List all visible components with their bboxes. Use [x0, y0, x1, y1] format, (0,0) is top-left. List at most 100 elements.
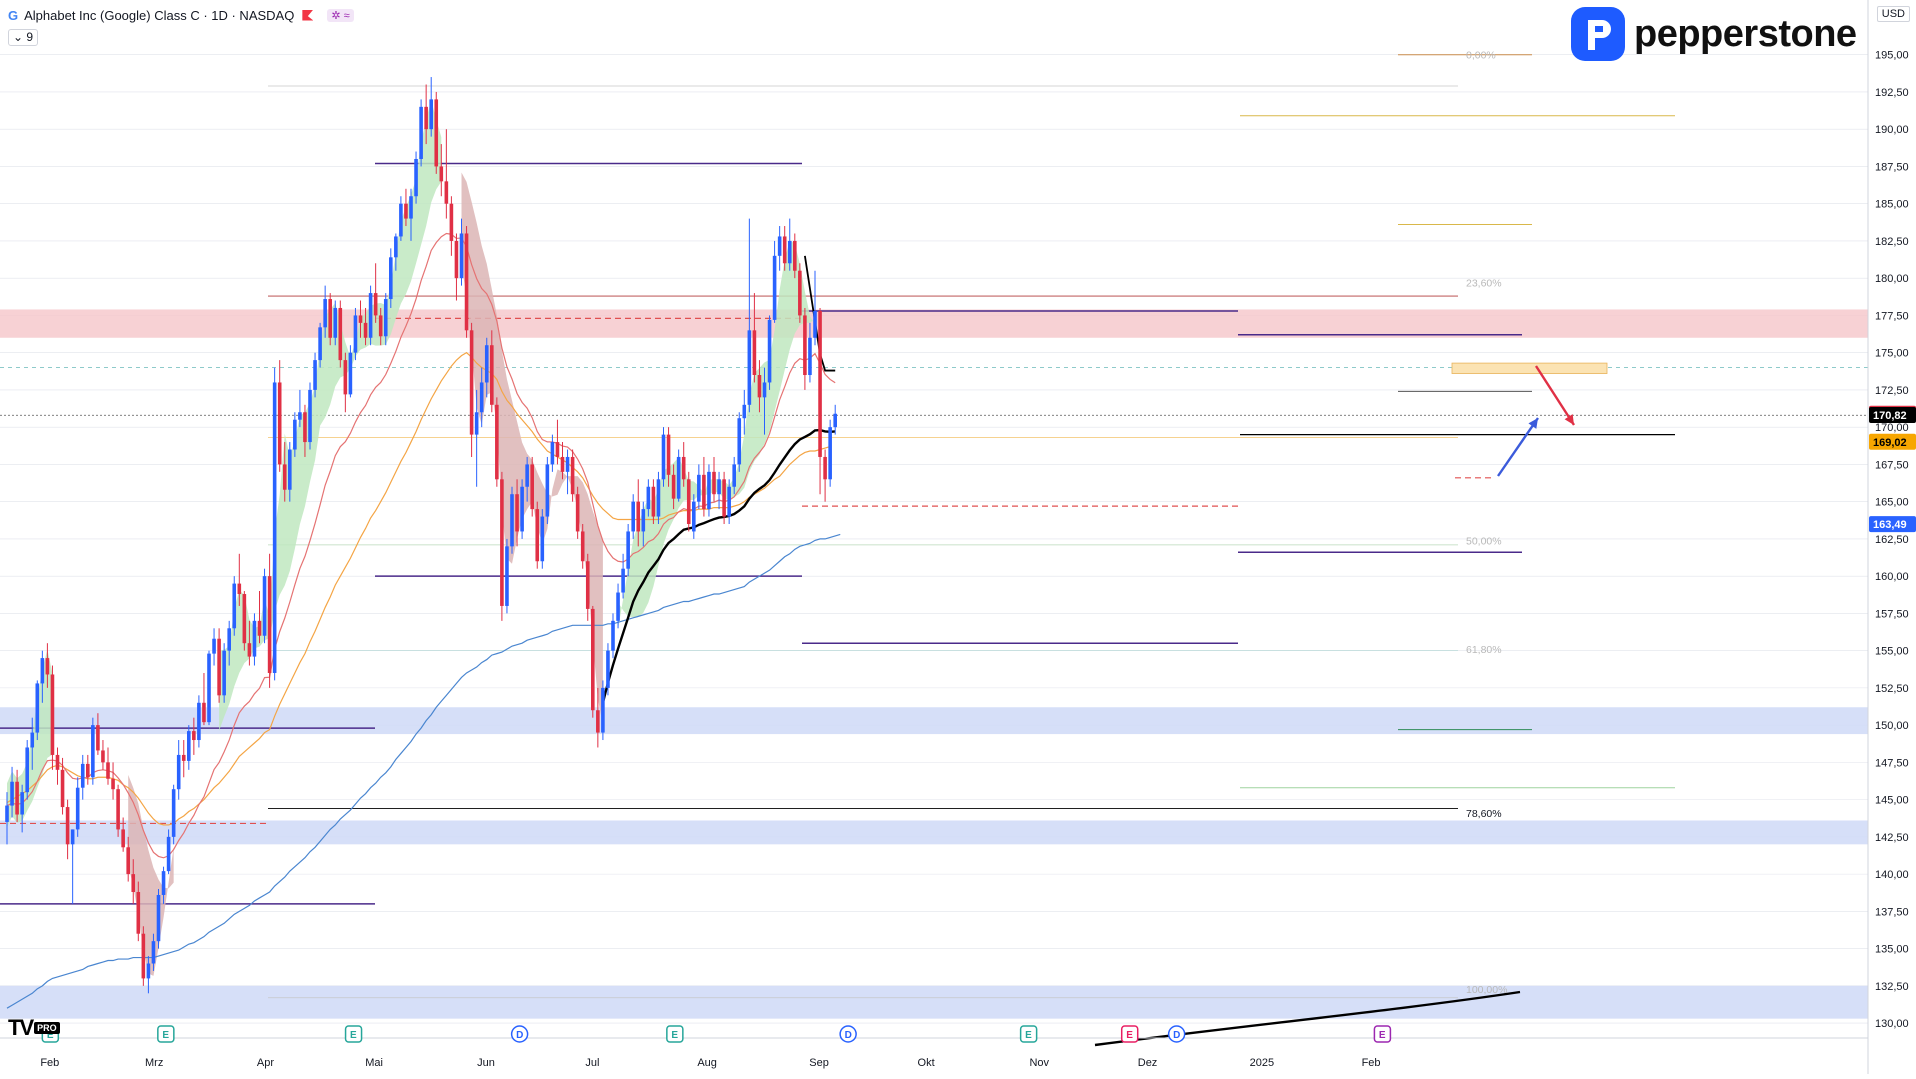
- candle-body: [298, 412, 302, 420]
- candle-body: [343, 360, 348, 395]
- candle-body: [20, 792, 24, 815]
- candle-body: [262, 576, 267, 636]
- y-tick-label: 190,00: [1875, 124, 1909, 136]
- candle-body: [202, 702, 206, 723]
- candle-body: [464, 233, 469, 331]
- y-tick-label: 137,50: [1875, 906, 1909, 918]
- candle-body: [540, 516, 545, 562]
- candle-body: [515, 494, 519, 532]
- x-tick-label: 2025: [1250, 1057, 1274, 1069]
- candle-body: [495, 404, 499, 480]
- candle-body: [686, 479, 691, 524]
- candle-body: [222, 650, 226, 696]
- candle-body: [368, 293, 373, 338]
- candle-body: [136, 891, 141, 934]
- candle-body: [596, 710, 600, 733]
- y-tick-label: 150,00: [1875, 720, 1909, 732]
- candle-body: [490, 345, 494, 405]
- candle-body: [383, 299, 388, 337]
- candle-body: [30, 732, 35, 748]
- candle-body: [803, 315, 807, 376]
- candle-body: [676, 456, 681, 499]
- candle-body: [45, 658, 50, 675]
- candle-body: [808, 337, 812, 376]
- candle-body: [60, 769, 65, 808]
- moving-average-line: [6, 351, 831, 826]
- candle-body: [636, 501, 641, 532]
- candle-body: [616, 592, 620, 621]
- candle-body: [232, 583, 237, 629]
- y-tick-label: 167,50: [1875, 459, 1909, 471]
- candle-body: [333, 307, 338, 338]
- pepperstone-logo: pepperstone: [1568, 4, 1857, 64]
- candle-body: [798, 270, 802, 316]
- candle-body: [717, 479, 721, 495]
- candle-body: [192, 731, 196, 741]
- y-tick-label: 152,50: [1875, 683, 1909, 695]
- y-tick-label: 187,50: [1875, 161, 1909, 173]
- candle-body: [439, 166, 444, 182]
- candle-body: [257, 620, 262, 636]
- candle-body: [106, 762, 110, 779]
- price-zone: [0, 820, 1868, 845]
- candle-body: [40, 658, 45, 684]
- candle-body: [550, 442, 555, 465]
- candle-body: [141, 933, 146, 979]
- candle-body: [697, 474, 701, 502]
- candle-body: [525, 464, 529, 487]
- candle-body: [479, 382, 484, 413]
- candle-body: [459, 233, 464, 279]
- candle-body: [429, 99, 433, 130]
- candle-body: [484, 345, 489, 383]
- y-tick-label: 130,00: [1875, 1018, 1909, 1030]
- candle-body: [601, 687, 605, 733]
- candle-body: [308, 389, 312, 443]
- candle-body: [101, 750, 105, 763]
- candle-body: [772, 255, 777, 320]
- candle-body: [449, 203, 454, 241]
- candle-body: [565, 456, 570, 472]
- x-tick-label: Sep: [809, 1057, 829, 1069]
- candle-body: [651, 486, 656, 517]
- y-tick-label: 180,00: [1875, 273, 1909, 285]
- candle-body: [742, 404, 747, 419]
- candle-body: [692, 501, 696, 532]
- dividend-marker: [510, 1025, 529, 1043]
- candle-body: [252, 620, 257, 657]
- candle-body: [787, 240, 792, 264]
- candle-body: [176, 754, 181, 790]
- candle-body: [505, 546, 509, 606]
- candle-body: [737, 418, 742, 465]
- y-tick-label: 140,00: [1875, 869, 1909, 881]
- trend-cloud-green: [618, 240, 815, 630]
- candle-body: [681, 456, 686, 480]
- candle-body: [96, 725, 100, 751]
- fib-label: 50,00%: [1466, 535, 1502, 547]
- y-tick-label: 155,00: [1875, 646, 1909, 658]
- x-tick-label: Mrz: [145, 1057, 163, 1069]
- candle-body: [575, 494, 580, 532]
- x-tick-label: Jun: [477, 1057, 495, 1069]
- symbol-header[interactable]: G Alphabet Inc (Google) Class C · 1D · N…: [8, 6, 354, 24]
- candle-body: [732, 464, 736, 487]
- candle-body: [318, 327, 322, 361]
- currency-selector[interactable]: USD: [1876, 6, 1910, 22]
- candle-body: [570, 456, 575, 495]
- indicator-chip-icon[interactable]: ✲ ≈: [327, 8, 354, 22]
- candle-body: [207, 653, 211, 723]
- x-tick-label: Apr: [257, 1057, 274, 1069]
- flag-icon[interactable]: [302, 9, 314, 21]
- candle-body: [80, 763, 85, 788]
- candle-body: [767, 319, 772, 383]
- candle-body: [288, 449, 292, 490]
- candle-body: [661, 434, 666, 480]
- event-marker-letter: E: [671, 1030, 678, 1041]
- fib-label: 78,60%: [1466, 808, 1502, 820]
- fib-label: 23,60%: [1466, 278, 1502, 290]
- indicator-value[interactable]: ⌄ 9: [8, 29, 39, 46]
- pepperstone-mark-icon: [1571, 7, 1625, 61]
- candle-body: [358, 315, 363, 323]
- price-zone: [0, 707, 1868, 735]
